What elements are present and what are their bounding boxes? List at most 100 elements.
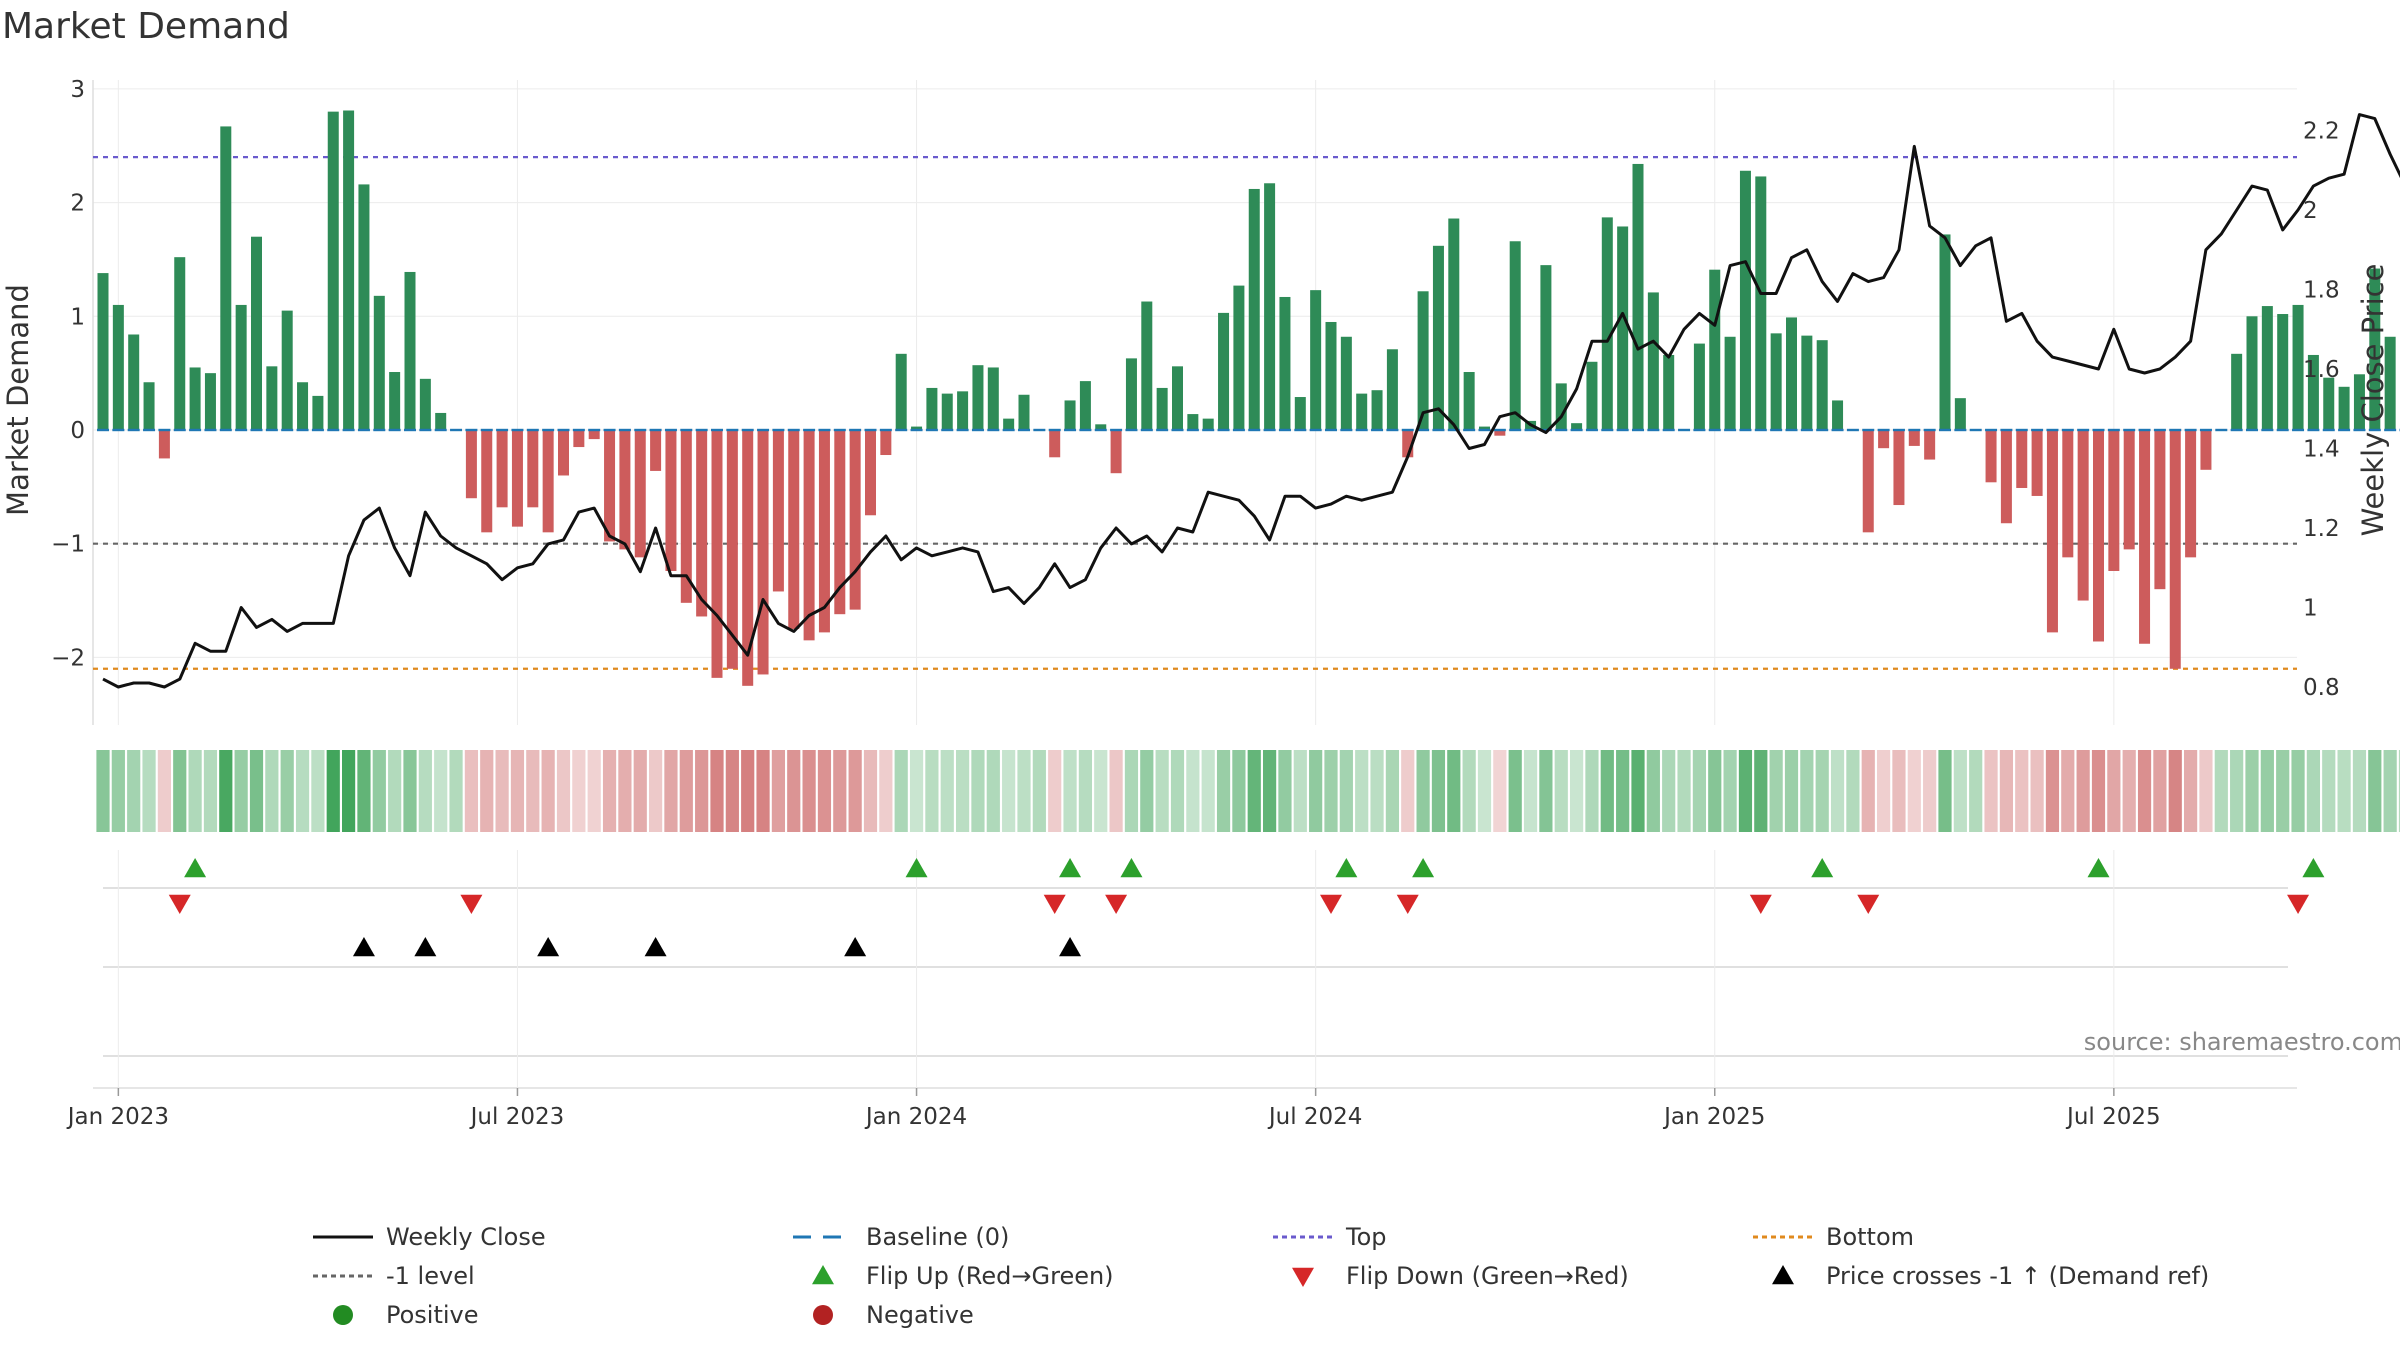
legend: Weekly Close Baseline (0) Top Bottom -1 leve… (313, 1223, 2209, 1329)
heat-cell (1048, 750, 1062, 832)
positive-bar (1939, 234, 1951, 430)
heat-cell (633, 750, 647, 832)
negative-bar (2185, 430, 2197, 558)
heat-cell (480, 750, 494, 832)
positive-bar (1018, 394, 1030, 430)
left-tick-label: −2 (51, 645, 85, 671)
positive-bar (389, 372, 401, 430)
legend-item-bottom: Bottom (1753, 1223, 1914, 1251)
flip-up-marker (1120, 858, 1143, 878)
x-tick-label: Jan 2024 (864, 1104, 967, 1130)
heat-cell (2030, 750, 2044, 832)
price-line-group (102, 113, 2400, 689)
positive-bar (343, 110, 355, 431)
heat-cell (1017, 750, 1031, 832)
negative-bar (650, 430, 662, 471)
positive-bar (235, 304, 247, 430)
negative-bar (465, 430, 477, 499)
positive-bar (1770, 333, 1782, 430)
positive-bar (112, 304, 124, 430)
positive-bar (1448, 218, 1460, 430)
heat-cell (326, 750, 340, 832)
right-axis-ticks: 0.8 1 1.2 1.4 1.6 1.8 2 2.2 (2303, 119, 2340, 702)
heat-cell (2061, 750, 2075, 832)
legend-label: -1 level (386, 1262, 475, 1290)
right-tick-label: 1.6 (2303, 357, 2340, 383)
heat-cell (879, 750, 893, 832)
negative-bar (711, 430, 723, 678)
negative-bar (2031, 430, 2043, 496)
heat-cell (1002, 750, 1016, 832)
heat-cell (1170, 750, 1185, 832)
heat-cell (833, 750, 847, 832)
positive-bar (926, 387, 938, 430)
positive-bar (1264, 183, 1276, 430)
legend-swatch (812, 1265, 834, 1285)
positive-bar (2307, 354, 2319, 430)
negative-bar (604, 430, 616, 542)
heat-cell (219, 750, 233, 832)
heat-cell (1585, 750, 1599, 832)
heat-cell (971, 750, 985, 832)
heat-cell (1907, 750, 1921, 832)
negative-bar (834, 430, 846, 615)
heat-cell (940, 750, 954, 832)
negative-bar (2062, 430, 2074, 558)
negative-bar (865, 430, 876, 516)
heat-cell (956, 750, 970, 832)
positive-bar (2369, 268, 2381, 430)
heat-cell (2184, 750, 2198, 832)
flip-down-marker (1105, 894, 1128, 914)
x-tick-label: Jul 2023 (469, 1104, 565, 1130)
legend-label: Positive (386, 1301, 479, 1329)
heat-cell (1109, 750, 1123, 832)
heat-cell (894, 750, 908, 832)
negative-bar (573, 430, 585, 448)
positive-bar (1125, 358, 1137, 430)
heat-cell (2291, 750, 2305, 832)
price-cross-marker (644, 937, 667, 957)
heat-cell (2168, 750, 2182, 832)
heat-cell (710, 750, 724, 832)
positive-bar (1801, 335, 1813, 430)
heat-cell (1738, 750, 1753, 832)
negative-bar (1494, 430, 1506, 436)
flip-up-marker (1811, 858, 1834, 878)
heat-cell (142, 750, 156, 832)
positive-bar (97, 273, 109, 430)
negative-bar (1049, 430, 1061, 458)
positive-bar (220, 126, 232, 431)
heat-cell (372, 750, 386, 832)
left-axis-ticks: 3 2 1 0 −1 −2 (51, 77, 85, 672)
right-tick-label: 1 (2303, 596, 2318, 622)
positive-bar (1233, 285, 1245, 430)
negative-bar (680, 430, 692, 603)
heat-cell (2352, 750, 2367, 832)
negative-bar (2200, 430, 2212, 470)
heat-cell (449, 750, 463, 832)
negative-bar (496, 430, 508, 508)
positive-bar (1325, 321, 1337, 430)
heat-cell (2245, 750, 2259, 832)
positive-bar (1555, 383, 1567, 430)
positive-bar (1095, 424, 1107, 430)
heat-cell (1769, 750, 1783, 832)
negative-bar (2046, 430, 2058, 633)
x-tick-label: Jul 2024 (1267, 1104, 1363, 1130)
heat-cell (1784, 750, 1799, 832)
positive-bar (1586, 361, 1598, 430)
right-axis-label: Weekly Close Price (2356, 264, 2390, 537)
positive-bar (1786, 317, 1797, 430)
negative-bar (772, 430, 784, 592)
negative-bar (696, 430, 708, 617)
positive-bar (1432, 245, 1444, 430)
positive-bar (1755, 176, 1767, 430)
positive-bar (1310, 290, 1322, 430)
negative-bar (2139, 430, 2151, 644)
heat-cell (1631, 750, 1645, 832)
legend-item-baseline: Baseline (0) (793, 1223, 1009, 1251)
positive-bar (419, 378, 431, 430)
right-tick-label: 1.4 (2303, 437, 2340, 463)
positive-bar (189, 367, 201, 430)
left-tick-label: −1 (51, 532, 85, 558)
